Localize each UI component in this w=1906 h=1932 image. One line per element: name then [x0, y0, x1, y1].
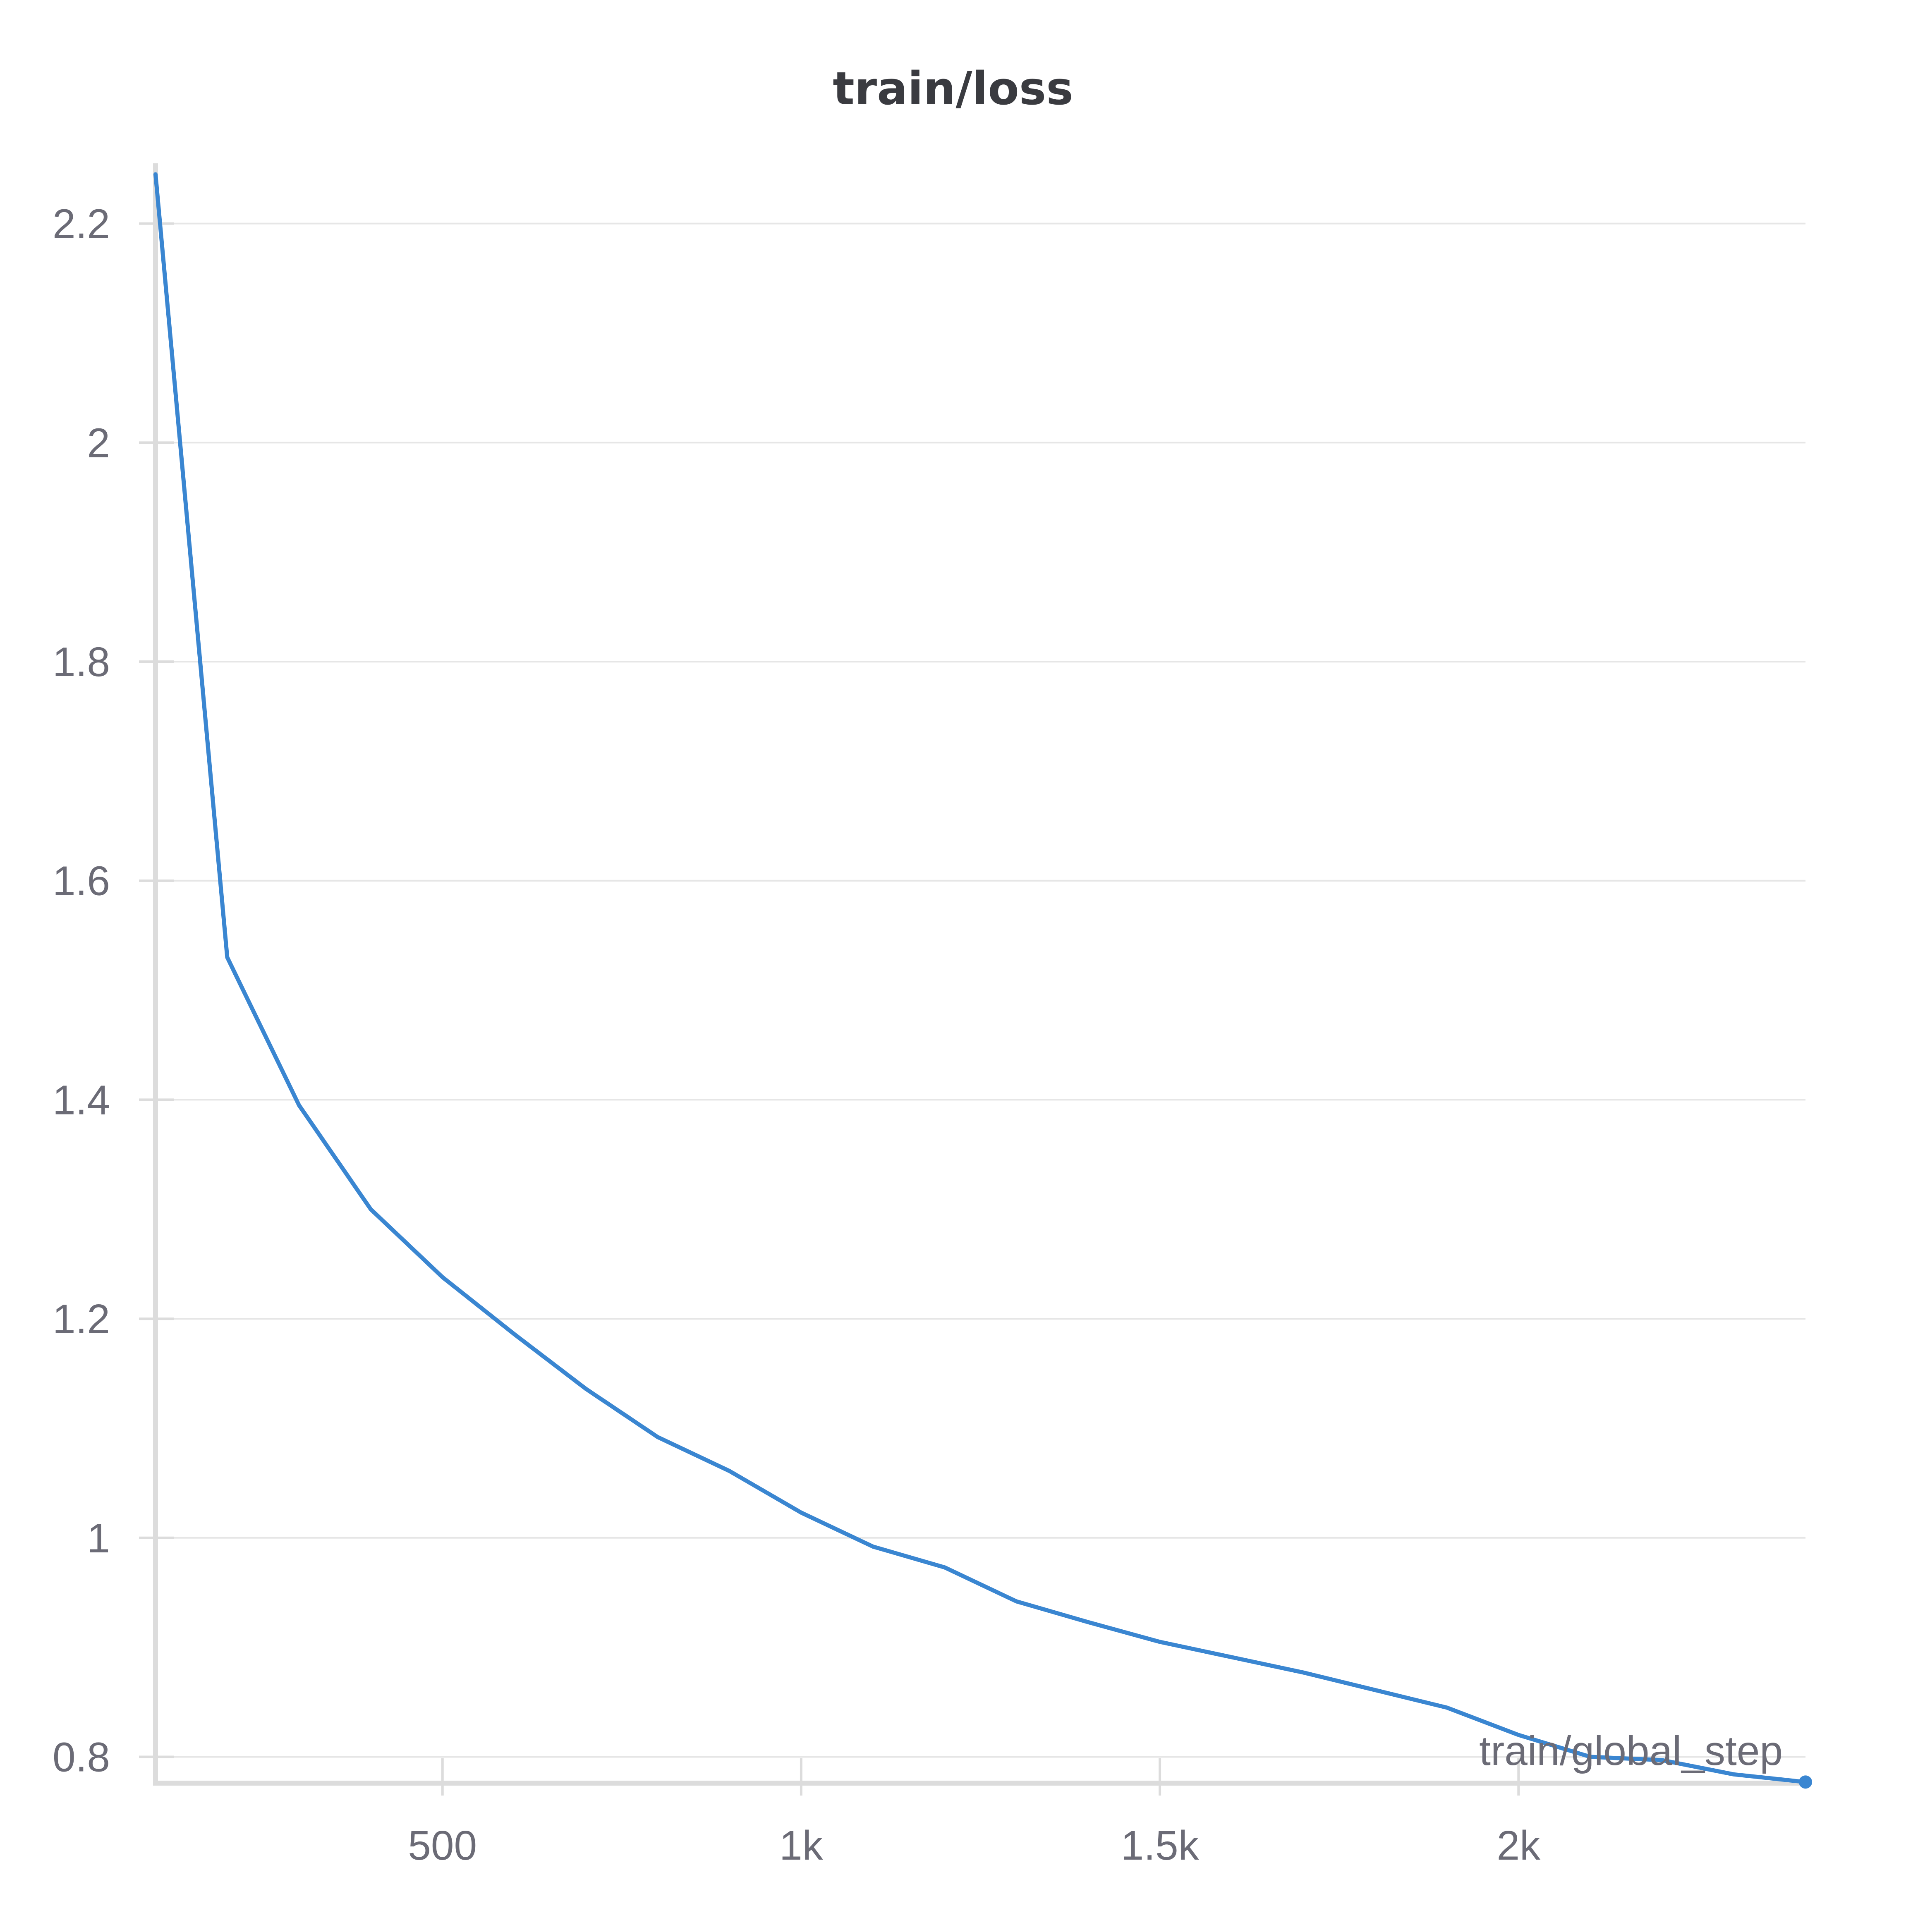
y-ticks: 0.8 1 1.2 1.4 1.6 1.8 2 2.2	[53, 201, 174, 1780]
y-tick-label: 1.8	[53, 639, 110, 685]
last-point-marker	[1799, 1775, 1812, 1789]
axes	[153, 163, 1805, 1786]
x-tick-label: 1k	[779, 1822, 824, 1869]
x-axis-title: train/global_step	[1479, 1728, 1783, 1774]
x-ticks: 500 1k 1.5k 2k	[408, 1758, 1541, 1869]
y-tick-label: 1.6	[53, 858, 110, 904]
y-tick-label: 2.2	[53, 201, 110, 247]
y-tick-label: 1	[87, 1515, 110, 1561]
y-tick-label: 2	[87, 420, 110, 466]
x-tick-label: 1.5k	[1121, 1822, 1200, 1869]
y-tick-label: 1.2	[53, 1296, 110, 1342]
x-tick-label: 2k	[1497, 1822, 1541, 1869]
chart-title: train/loss	[833, 62, 1073, 115]
gridlines	[156, 222, 1805, 1758]
series	[153, 172, 1812, 1789]
y-tick-label: 1.4	[53, 1077, 110, 1123]
y-tick-label: 0.8	[53, 1734, 110, 1780]
loss-series-line	[153, 172, 1808, 1784]
x-tick-label: 500	[408, 1822, 477, 1869]
